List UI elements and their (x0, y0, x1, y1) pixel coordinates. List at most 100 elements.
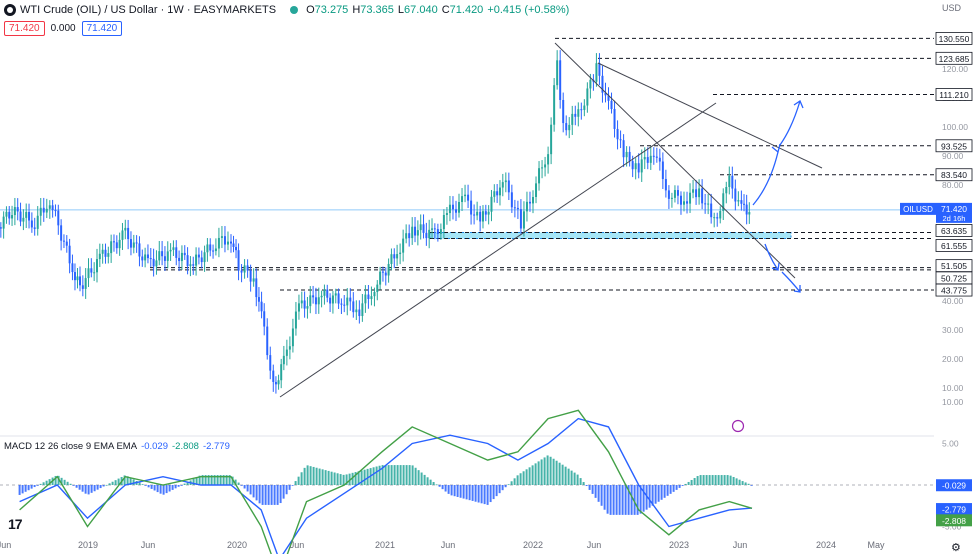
market-status-icon[interactable] (290, 6, 299, 14)
macd-hist-bar (528, 467, 531, 485)
price-tick-label: 20.00 (942, 354, 964, 364)
candle-body (652, 155, 655, 157)
candle-body (214, 248, 217, 252)
macd-hist-bar (24, 485, 27, 492)
candle-body (146, 254, 149, 259)
candle-body (695, 189, 698, 198)
candle-body (553, 85, 556, 125)
macd-hist-bar (222, 475, 225, 485)
candle-body (589, 79, 592, 89)
macd-hist-bar (597, 485, 600, 502)
tradingview-logo-icon[interactable]: 17 (8, 516, 23, 532)
candle-body (646, 157, 649, 163)
currency-label[interactable]: USD (942, 3, 962, 13)
macd-hist-bar (372, 467, 375, 485)
candle-body (0, 227, 2, 229)
macd-hist-bar (486, 485, 489, 505)
candle-body (541, 167, 544, 169)
candle-body (274, 381, 277, 385)
candle-body (51, 205, 54, 211)
macd-hist-bar (549, 456, 552, 485)
candle-body (57, 210, 60, 226)
macd-hist-bar (498, 485, 501, 494)
x-axis-label: 2023 (669, 540, 689, 550)
macd-legend[interactable]: MACD 12 26 close 9 EMA EMA -0.029 -2.808… (4, 441, 230, 452)
settings-gear-icon[interactable]: ⚙ (951, 542, 961, 554)
macd-value-tag (936, 514, 972, 527)
sell-button[interactable]: 71.420 (4, 21, 45, 36)
level-label-box (935, 88, 973, 101)
candle-body (138, 243, 141, 257)
symbol-title[interactable]: WTI Crude (OIL) / US Dollar · 1W · EASYM… (20, 4, 277, 16)
candle-body (364, 294, 367, 304)
candle-body (8, 211, 11, 219)
macd-hist-bar (306, 465, 309, 485)
level-label: 43.775 (941, 286, 967, 296)
macd-hist-bar (411, 465, 414, 485)
macd-hist-bar (681, 485, 684, 486)
high-label: H (352, 4, 361, 16)
macd-hist-bar (252, 485, 255, 498)
macd-hist-bar (105, 484, 108, 486)
macd-hist-bar (381, 465, 384, 485)
candle-body (200, 257, 203, 263)
macd-hist-bar (414, 467, 417, 485)
x-axis-label: 2020 (227, 540, 247, 550)
trendline-uptrend (279, 102, 717, 398)
macd-hist-bar (570, 470, 573, 485)
candle-body (13, 207, 16, 216)
macd-hist-bar (273, 485, 276, 505)
candle-body (249, 270, 252, 282)
candle-body (22, 217, 25, 222)
candle-body (317, 297, 320, 305)
macd-hist-bar (744, 482, 747, 485)
macd-hist-bar (267, 485, 270, 505)
candle-body (180, 252, 183, 262)
candle-body (622, 140, 625, 158)
macd-hist-bar (174, 485, 177, 489)
macd-hist-bar (558, 462, 561, 485)
macd-hist-bar (438, 485, 441, 487)
support-zone (429, 231, 792, 239)
candle-body (442, 214, 445, 230)
spread-value: 0.000 (50, 23, 76, 34)
macd-hist-bar (462, 485, 465, 499)
macd-hist-bar (111, 481, 114, 485)
candle-body (323, 289, 326, 296)
candle-body (175, 247, 178, 258)
candle-body (513, 207, 516, 209)
macd-hist-bar (618, 485, 621, 515)
candle-body (679, 195, 682, 205)
macd-hist-bar (300, 472, 303, 485)
candle-body (577, 109, 580, 117)
candle-body (393, 254, 396, 259)
macd-hist-bar (72, 485, 75, 486)
candle-body (490, 196, 493, 212)
buy-button[interactable]: 71.420 (81, 21, 123, 36)
macd-hist-bar (531, 465, 534, 485)
symbol-header[interactable]: WTI Crude (OIL) / US Dollar · 1W · EASYM… (4, 2, 573, 18)
macd-hist-bar (276, 485, 279, 505)
candle-body (692, 189, 695, 193)
candle-body (294, 311, 297, 329)
macd-hist-bar (324, 470, 327, 485)
x-axis-label: Jun (0, 540, 11, 550)
projection-arrow-down-head (771, 262, 780, 271)
candle-body (144, 254, 147, 261)
candle-body (217, 237, 220, 249)
macd-hist-bar (270, 485, 273, 505)
level-label: 51.505 (941, 261, 967, 271)
candle-body (266, 326, 269, 356)
candle-body (595, 63, 598, 82)
price-tick-label: 120.00 (942, 64, 968, 74)
candle-body (306, 306, 309, 309)
macd-hist-bar (201, 475, 204, 485)
macd-hist-bar (492, 485, 495, 500)
level-label-box (935, 32, 973, 45)
candle-body (556, 60, 559, 86)
symbol-tag (900, 202, 936, 215)
candle-body (121, 230, 124, 240)
low-value: 67.040 (404, 4, 438, 16)
projection-arrow-up (752, 151, 779, 206)
